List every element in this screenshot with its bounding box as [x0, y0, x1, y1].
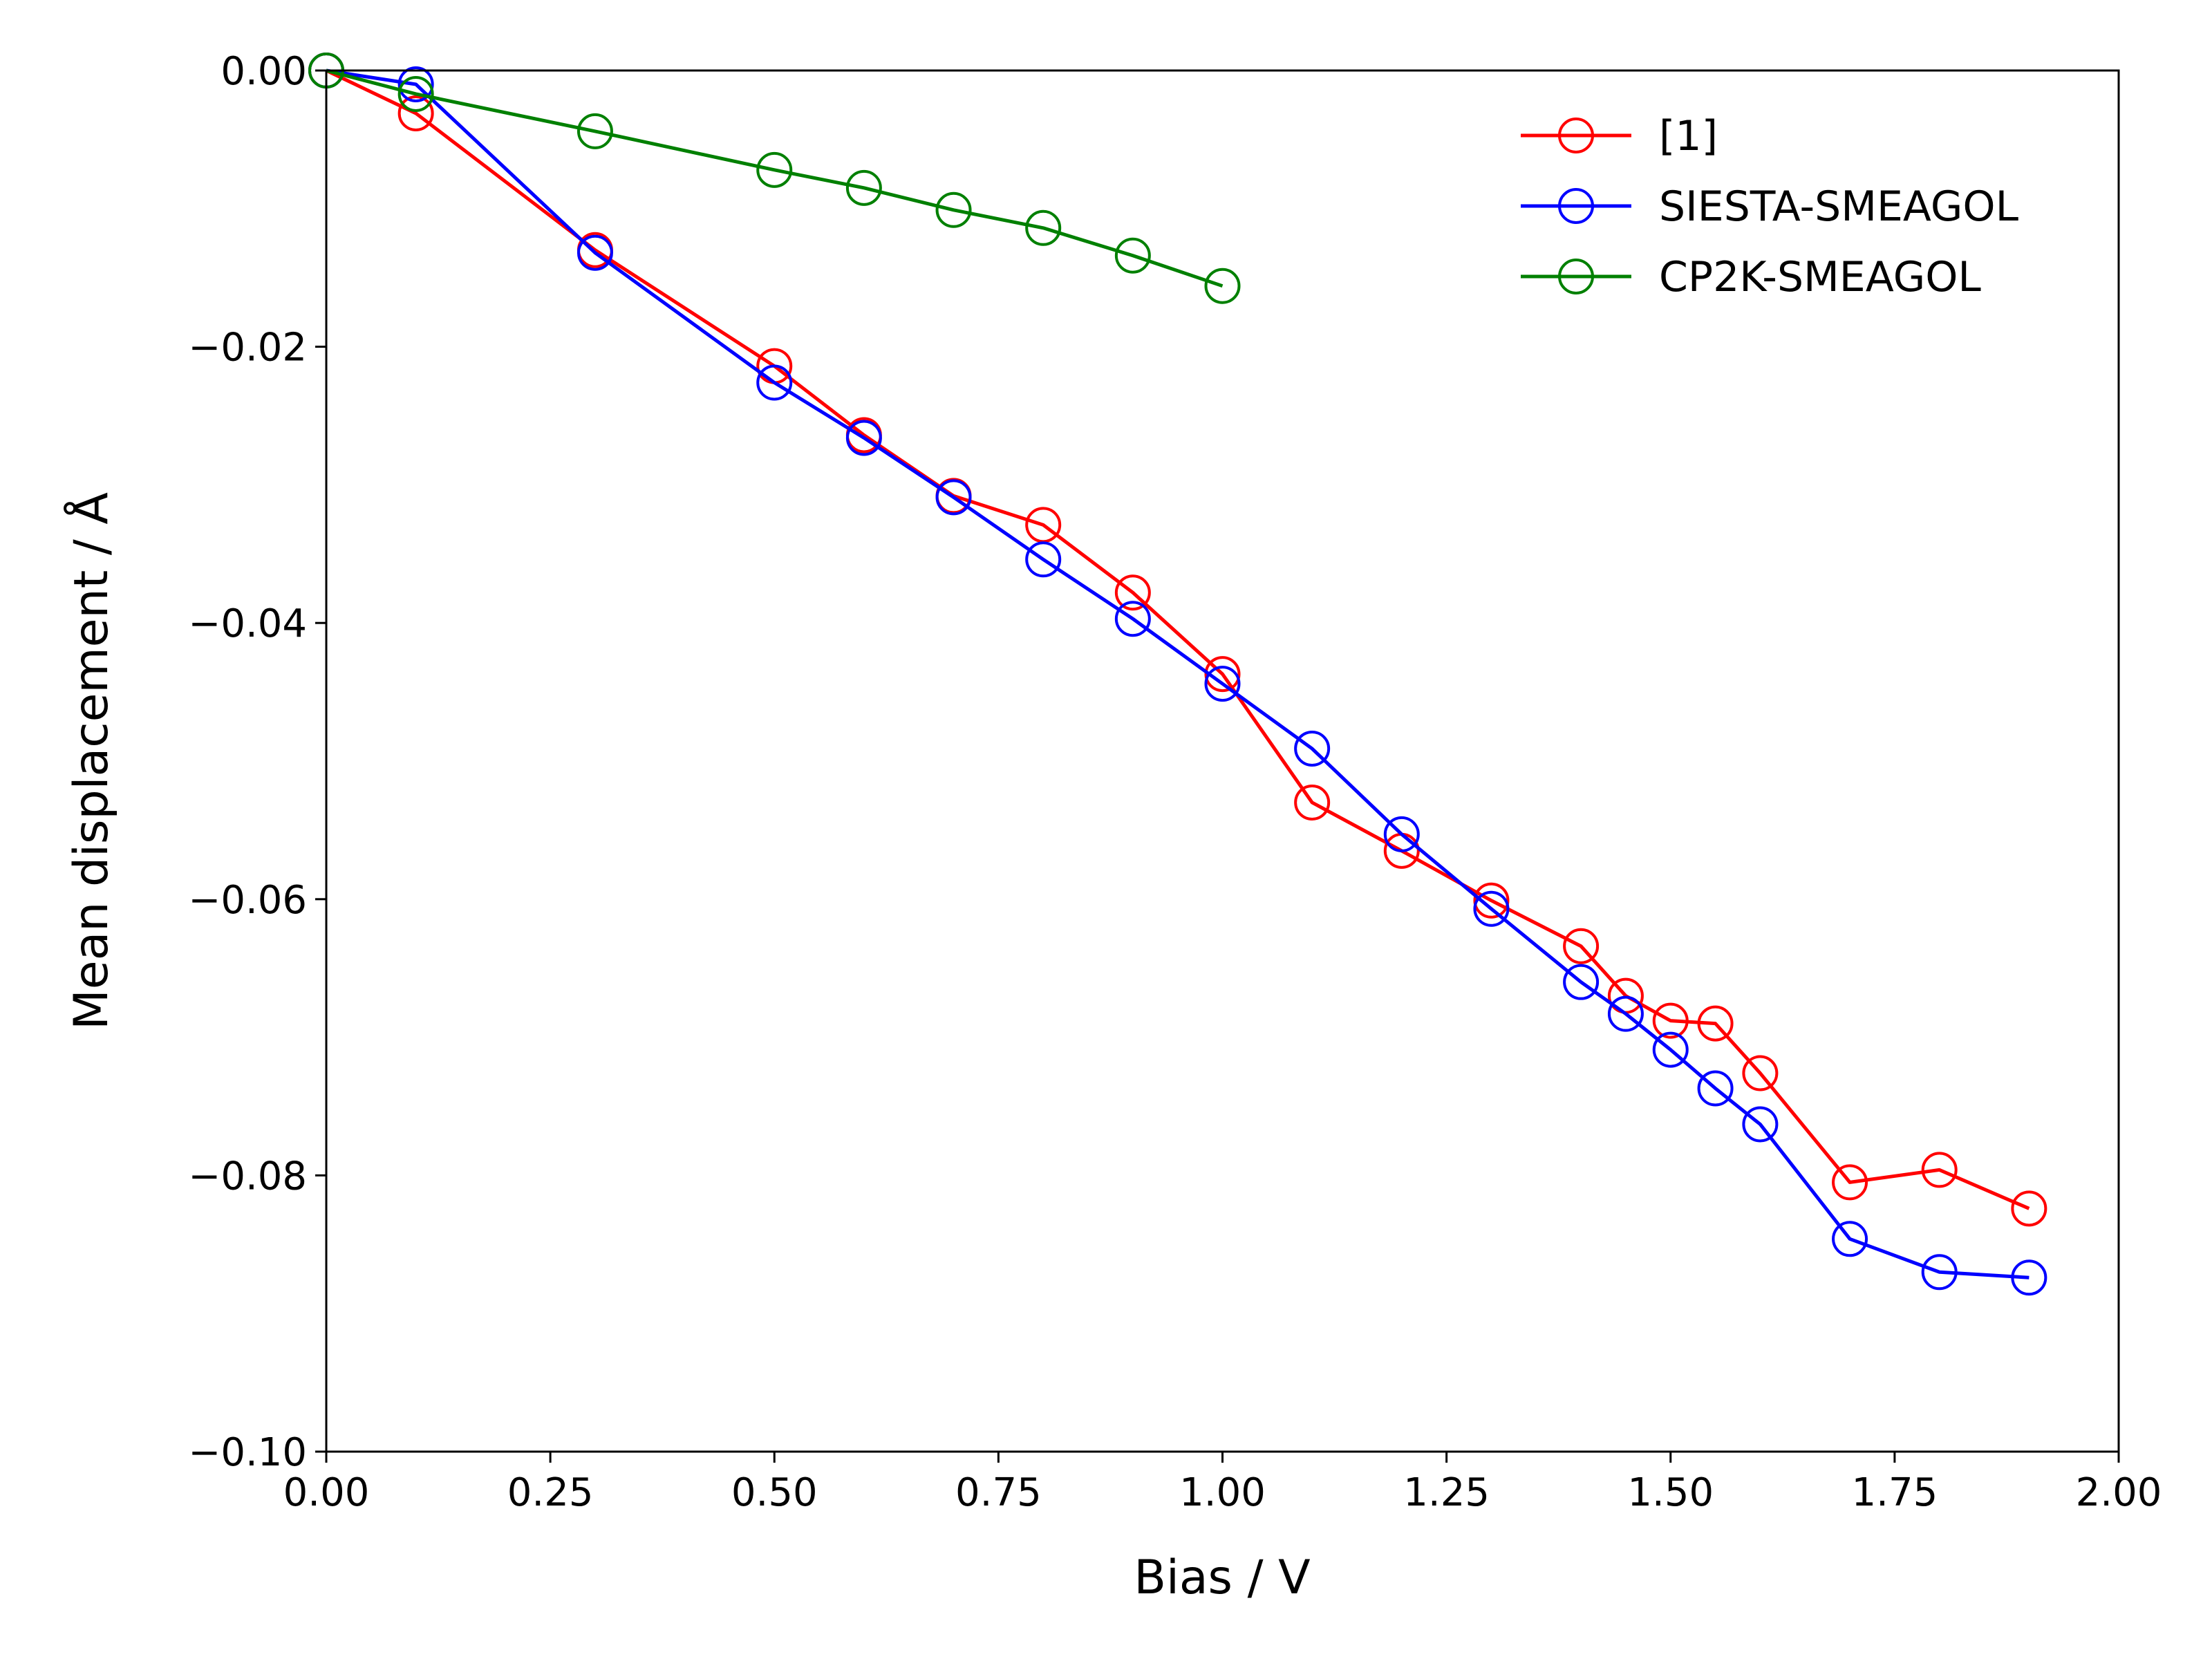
series-layer [308, 53, 2047, 1296]
y-tick-label: 0.00 [221, 49, 307, 94]
legend-entry: [1] [1521, 112, 1718, 160]
data-point [845, 420, 882, 456]
y-tick-label: −0.04 [188, 601, 307, 646]
data-point [1563, 964, 1600, 1000]
legend-label: [1] [1659, 112, 1718, 160]
legend-swatch-marker [1558, 188, 1594, 224]
data-point [1652, 1031, 1689, 1068]
data-point [1294, 731, 1331, 767]
data-point [1832, 1164, 1868, 1201]
data-point [1383, 816, 1420, 852]
data-point [845, 169, 882, 206]
data-point [2011, 1190, 2047, 1227]
y-axis-title: Mean displacement / Å [63, 492, 119, 1030]
data-point [1473, 890, 1510, 927]
data-point [1697, 1070, 1734, 1107]
y-tick-label: −0.02 [188, 326, 307, 371]
data-point [397, 75, 434, 112]
x-tick-label: 1.25 [1403, 1470, 1490, 1515]
x-tick-label: 1.75 [1852, 1470, 1938, 1515]
data-point [1742, 1106, 1779, 1143]
data-point [1473, 882, 1510, 919]
data-point [1921, 1254, 1958, 1291]
y-tick-label: −0.08 [188, 1154, 307, 1199]
data-point [1204, 268, 1241, 304]
legend-entry: CP2K-SMEAGOL [1521, 253, 1981, 301]
data-point [1025, 541, 1062, 578]
data-point [1204, 656, 1241, 693]
x-axis-title: Bias / V [1134, 1550, 1310, 1605]
x-tick-label: 1.00 [1179, 1470, 1266, 1515]
legend-swatch-marker [1558, 259, 1594, 294]
data-point [1832, 1221, 1868, 1257]
data-point [1921, 1152, 1958, 1188]
x-tick-label: 0.00 [283, 1470, 370, 1515]
series-line [326, 68, 1224, 288]
data-point [1204, 666, 1241, 702]
data-point [756, 364, 793, 401]
y-tick-label: −0.06 [188, 878, 307, 923]
data-point [1114, 601, 1151, 637]
data-point [1607, 995, 1644, 1032]
data-point [397, 95, 434, 131]
series-2 [308, 53, 1241, 304]
data-point [577, 113, 613, 149]
data-point [2011, 1259, 2047, 1296]
data-point [1294, 784, 1331, 821]
x-tick-label: 0.25 [507, 1470, 594, 1515]
data-point [1652, 1002, 1689, 1039]
legend-entry: SIESTA-SMEAGOL [1521, 182, 2019, 231]
legend-label: SIESTA-SMEAGOL [1659, 182, 2019, 231]
x-tick-label: 1.50 [1627, 1470, 1714, 1515]
data-point [1742, 1055, 1779, 1091]
data-point [935, 479, 972, 516]
y-axis: 0.00 −0.02 −0.04 −0.06 −0.08 −0.10 [188, 49, 326, 1475]
legend: [1] SIESTA-SMEAGOL CP2K-SMEAGOL [1521, 112, 2019, 301]
data-point [577, 234, 613, 271]
legend-swatch-marker [1558, 118, 1594, 153]
data-point [756, 151, 793, 188]
data-point [1697, 1005, 1734, 1042]
legend-label: CP2K-SMEAGOL [1659, 253, 1981, 301]
x-tick-label: 2.00 [2076, 1470, 2162, 1515]
x-tick-label: 0.50 [731, 1470, 818, 1515]
data-point [1563, 928, 1600, 964]
x-axis: 0.00 0.25 0.50 0.75 1.00 1.25 1.50 1.75 2.00 [283, 1452, 2162, 1515]
data-point [1114, 574, 1151, 611]
y-tick-label: −0.10 [188, 1430, 307, 1475]
series-1 [308, 53, 2047, 1296]
data-point [1114, 237, 1151, 274]
data-point [935, 191, 972, 228]
data-point [397, 66, 434, 102]
x-tick-label: 0.75 [955, 1470, 1042, 1515]
data-point [1025, 209, 1062, 246]
